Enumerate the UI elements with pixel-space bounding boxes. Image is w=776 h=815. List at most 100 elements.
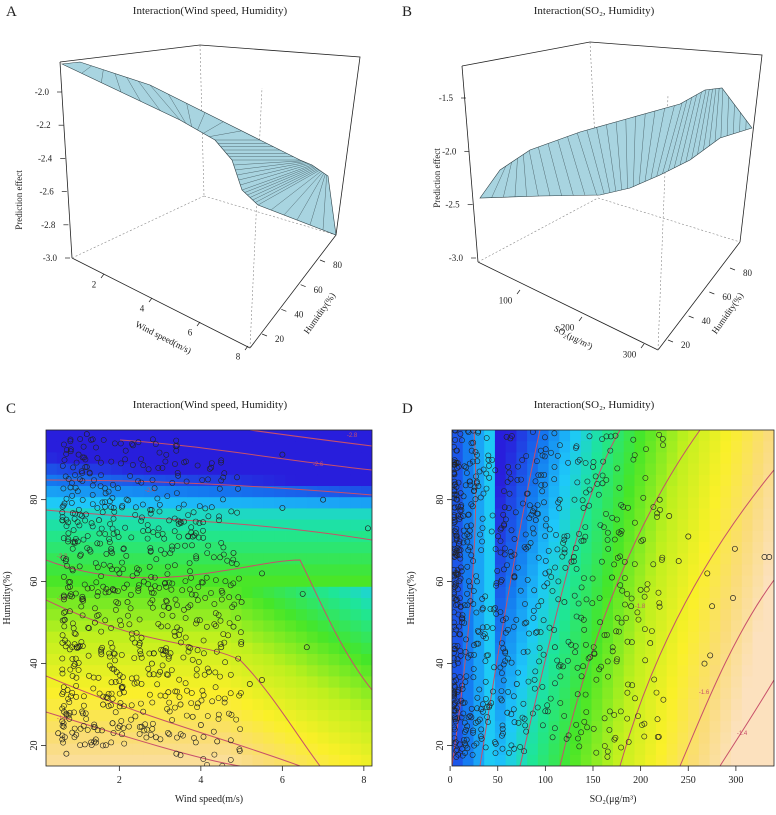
panel-d-point <box>463 470 470 476</box>
panel-d-cell <box>484 609 496 621</box>
panel-c-point <box>69 689 76 696</box>
panel-d-cell <box>505 586 517 599</box>
panel-d-cell <box>559 497 571 509</box>
panel-d-cell <box>559 441 571 453</box>
panel-c-cell <box>263 676 275 688</box>
panel-c-cell <box>361 687 372 700</box>
panel-c-point <box>99 509 106 516</box>
panel-b-mesh-line <box>685 91 702 163</box>
panel-d-cell <box>559 642 571 655</box>
panel-d-cell <box>709 497 721 509</box>
panel-c-point <box>181 767 186 772</box>
panel-d-cell <box>527 486 539 498</box>
panel-c-point <box>185 533 192 539</box>
panel-c-cell <box>350 486 362 498</box>
panel-c-point <box>233 716 240 723</box>
panel-d-cell <box>473 430 485 442</box>
panel-c-point <box>235 655 242 662</box>
panel-c-cell <box>89 452 101 464</box>
panel-c-cell <box>154 586 166 599</box>
panel-c-cell <box>89 441 101 453</box>
panel-c-cell <box>295 609 308 621</box>
panel-c-cell <box>67 710 79 722</box>
panel-c-point <box>83 463 90 470</box>
panel-c-cell <box>306 631 319 644</box>
panel-c-cell <box>295 631 308 644</box>
panel-d-cell <box>527 654 539 666</box>
panel-d-point <box>492 750 499 756</box>
panel-c-cell <box>198 530 210 543</box>
panel-d-cell <box>763 620 774 632</box>
panel-d-cell <box>752 698 764 711</box>
panel-c-cell <box>89 642 101 655</box>
panel-c-point <box>129 440 135 447</box>
panel-d-cell <box>666 474 678 487</box>
panel-c-cell <box>56 542 69 554</box>
panel-c-cell <box>89 575 101 588</box>
panel-d-cell <box>473 665 485 677</box>
panel-c-point <box>78 639 85 645</box>
panel-d-cell <box>763 486 774 498</box>
panel-c-cell <box>230 598 242 610</box>
panel-c-cell <box>328 575 340 588</box>
panel-c-cell <box>46 676 58 688</box>
panel-d-point <box>552 725 558 732</box>
panel-d-point <box>545 548 552 554</box>
panel-c-cell <box>198 631 210 644</box>
panel-d-point <box>464 654 471 661</box>
panel-c-cell <box>274 586 286 599</box>
panel-d-cell <box>677 620 689 632</box>
panel-d-point <box>474 627 481 634</box>
panel-d-point <box>465 430 472 435</box>
panel-c-point <box>61 616 68 623</box>
panel-c-cell <box>252 474 264 487</box>
panel-d-cell <box>602 620 614 632</box>
panel-c-point <box>90 685 97 692</box>
panel-c-contours: -2.8-2.6-2.4-2.2-2.0-1.8 <box>46 430 372 766</box>
panel-c-cell <box>241 676 253 688</box>
panel-c-cell <box>165 710 177 722</box>
panel-a-surface-plot: -3.0-2.8-2.6-2.4-2.2-2.0 Prediction effe… <box>14 44 361 361</box>
panel-d-point <box>611 536 618 543</box>
panel-d-cell <box>645 575 657 588</box>
panel-d-point <box>463 736 470 743</box>
panel-d-point <box>505 505 512 511</box>
panel-d-point <box>498 577 505 583</box>
panel-d-cell <box>559 676 571 688</box>
panel-d-point <box>497 538 504 544</box>
panel-d-cell <box>645 654 657 666</box>
panel-c-cell <box>165 497 177 509</box>
panel-b-y-tick-label: 80 <box>743 268 753 278</box>
panel-c-point <box>60 535 67 542</box>
panel-c-point <box>164 563 171 570</box>
panel-c-point <box>106 650 112 657</box>
panel-d-cell <box>655 654 668 666</box>
panel-c-point <box>193 666 200 673</box>
panel-c-point <box>165 604 172 611</box>
panel-c-cell <box>339 754 351 766</box>
panel-c-point <box>105 488 112 495</box>
panel-d-cell <box>494 631 507 644</box>
panel-c-point <box>221 699 228 706</box>
panel-c-point <box>144 535 151 542</box>
panel-d-cell <box>516 586 528 599</box>
panel-d-point <box>563 735 570 742</box>
panel-d-cell <box>752 553 764 565</box>
panel-c-point <box>83 431 90 438</box>
panel-c-point <box>126 621 133 628</box>
panel-c-cell <box>350 542 362 554</box>
panel-d-point <box>571 592 578 599</box>
panel-d-cell <box>741 463 753 476</box>
panel-a-z-tick-label: -2.8 <box>41 220 56 230</box>
panel-d-point <box>452 529 459 536</box>
panel-d-cell <box>763 698 774 711</box>
panel-c-cell <box>252 441 264 453</box>
panel-d-cell <box>580 486 592 498</box>
panel-d-point <box>530 710 536 717</box>
panel-a-y-tick-label: 20 <box>275 334 285 344</box>
panel-c-point <box>202 595 209 601</box>
panel-d-cell <box>763 542 774 554</box>
panel-d-point <box>471 652 477 658</box>
panel-c-point <box>187 586 193 593</box>
panel-d-point <box>482 744 489 751</box>
